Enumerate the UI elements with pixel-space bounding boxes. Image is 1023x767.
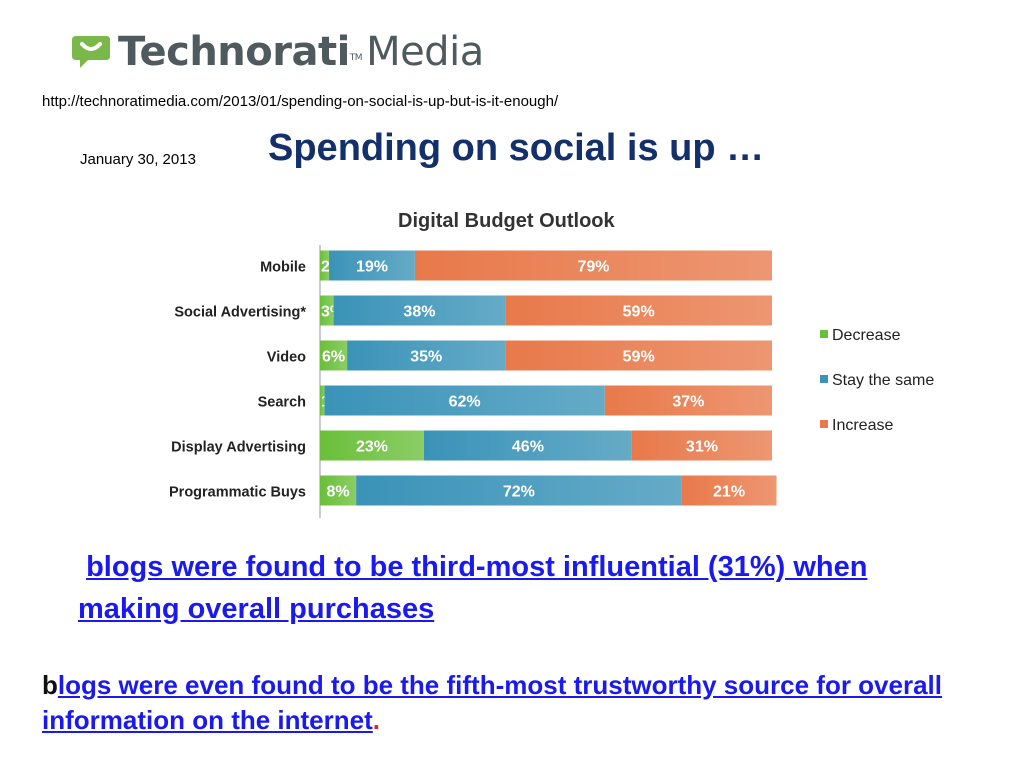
category-label: Search (258, 395, 306, 411)
legend-swatch (820, 420, 828, 428)
logo-media: Media (366, 29, 484, 75)
bar-stay-the-same (329, 250, 415, 281)
bar-stay-the-same (423, 430, 632, 461)
data-label: 6% (322, 349, 345, 366)
legend-swatch (820, 375, 828, 383)
slide-headline: Spending on social is up … (268, 127, 765, 169)
bullet-suffix: . (372, 705, 380, 735)
data-label: 23% (356, 439, 388, 456)
data-label: 79% (577, 259, 609, 276)
bar-decrease (320, 385, 325, 416)
bar-stay-the-same (347, 340, 506, 371)
data-label: 72% (503, 484, 535, 501)
bar-decrease (320, 430, 424, 461)
data-label: 31% (686, 439, 718, 456)
bar-decrease (320, 340, 348, 371)
bullet-prefix: b (42, 670, 58, 700)
data-label: 35% (410, 349, 442, 366)
category-label: Video (267, 350, 306, 366)
category-label: Programmatic Buys (169, 485, 306, 501)
technorati-logo: TechnoratiTM Media (70, 30, 484, 74)
logo-brand: Technorati (118, 29, 350, 75)
logo-tm: TM (349, 53, 363, 63)
influential-link[interactable]: blogs were found to be third-most influe… (78, 551, 868, 625)
data-label: 62% (449, 394, 481, 411)
bar-decrease (320, 475, 357, 506)
trustworthy-link[interactable]: logs were even found to be the fifth-mos… (42, 670, 942, 735)
bar-increase (505, 295, 772, 326)
data-label: 38% (403, 304, 435, 321)
bar-increase (604, 385, 772, 416)
bar-decrease (320, 250, 330, 281)
chat-bubble-icon (72, 36, 110, 68)
source-url: http://technoratimedia.com/2013/01/spend… (42, 93, 559, 110)
category-label: Social Advertising* (174, 305, 306, 321)
data-label: 37% (672, 394, 704, 411)
bar-stay-the-same (324, 385, 605, 416)
category-label: Display Advertising (171, 440, 306, 456)
legend-label: Decrease (832, 327, 901, 344)
data-label: 59% (623, 304, 655, 321)
bar-increase (505, 340, 772, 371)
category-label: Mobile (260, 260, 306, 276)
legend-swatch (820, 330, 828, 338)
digital-budget-outlook-chart: Digital Budget OutlookMobile2%19%79%Soci… (169, 210, 934, 518)
legend-label: Increase (832, 417, 893, 434)
bar-increase (681, 475, 777, 506)
data-label: 59% (623, 349, 655, 366)
bar-stay-the-same (333, 295, 506, 326)
data-label: 19% (356, 259, 388, 276)
legend-label: Stay the same (832, 372, 934, 389)
data-label: 8% (327, 484, 350, 501)
chart-title: Digital Budget Outlook (398, 210, 616, 232)
bullet-trustworthy: blogs were even found to be the fifth-mo… (42, 668, 982, 738)
bullet-influential: blogs were found to be third-most influe… (78, 546, 878, 630)
data-label: 21% (713, 484, 745, 501)
bar-increase (414, 250, 772, 281)
date-label: January 30, 2013 (80, 151, 196, 168)
bar-stay-the-same (356, 475, 682, 506)
data-label: 46% (512, 439, 544, 456)
bar-decrease (320, 295, 334, 326)
bar-increase (631, 430, 772, 461)
